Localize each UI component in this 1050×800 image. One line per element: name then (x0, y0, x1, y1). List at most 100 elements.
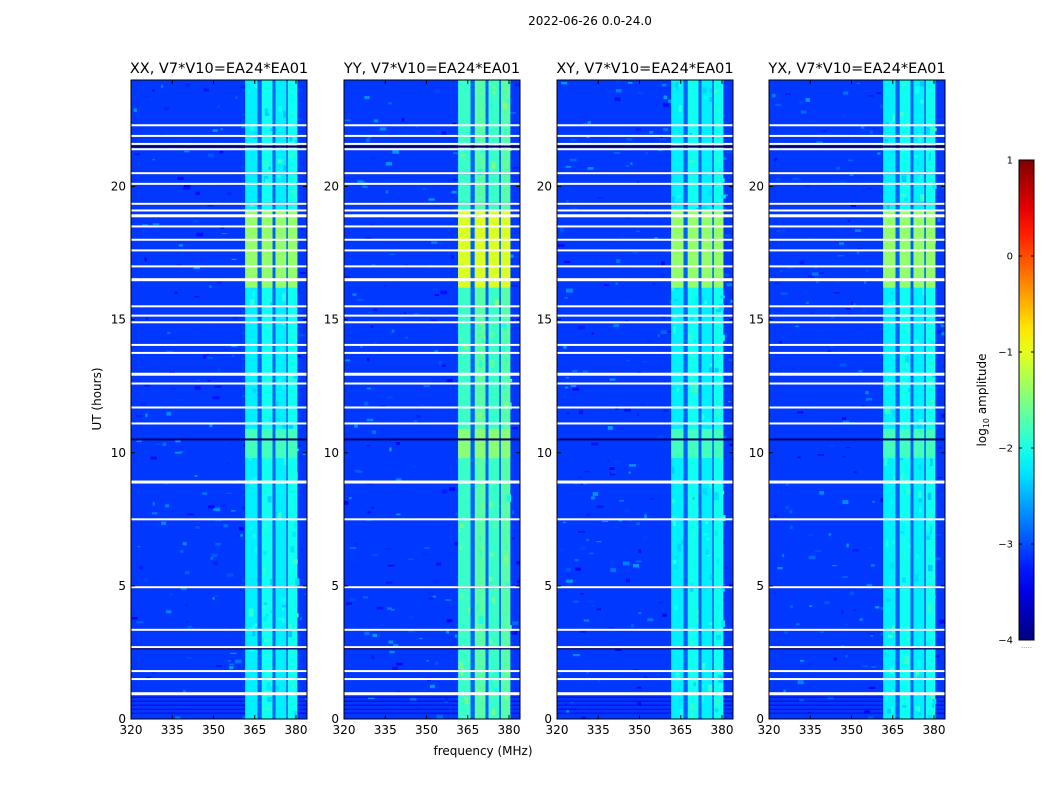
noise-cell (196, 232, 204, 237)
noise-cell (392, 150, 399, 154)
rfi-bright-block (883, 210, 896, 288)
noise-cell (861, 97, 868, 102)
blank-row (344, 148, 520, 151)
noise-cell (414, 705, 422, 709)
rfi-speckle (913, 339, 919, 346)
rfi-speckle (270, 293, 273, 297)
noise-cell (145, 317, 148, 321)
blank-row (557, 209, 733, 212)
noise-cell (640, 403, 645, 406)
rfi-speckle (264, 108, 270, 116)
noise-cell (572, 369, 578, 373)
rfi-speckle (917, 660, 921, 668)
rfi-speckle (716, 108, 720, 112)
noise-cell (592, 604, 595, 607)
blank-row (131, 265, 307, 268)
noise-cell (427, 591, 434, 595)
rfi-speckle (262, 616, 268, 622)
rfi-speckle (277, 159, 283, 164)
noise-cell (346, 602, 352, 606)
rfi-speckle (281, 679, 286, 686)
blank-row (769, 209, 945, 212)
noise-cell (432, 288, 438, 291)
noise-cell (366, 387, 371, 390)
noise-cell (593, 259, 599, 264)
rfi-speckle (464, 148, 469, 157)
rfi-speckle (475, 483, 478, 489)
rfi-speckle (291, 88, 294, 94)
rfi-speckle (926, 319, 931, 324)
rfi-speckle (476, 688, 480, 692)
rfi-speckle (673, 560, 677, 565)
rfi-speckle (890, 147, 896, 154)
noise-cell (580, 593, 584, 595)
noise-cell (229, 652, 237, 655)
blank-row (557, 238, 733, 241)
x-tick-label: 350 (628, 723, 651, 737)
noise-row (557, 712, 733, 714)
rfi-bright-block (275, 210, 287, 288)
noise-cell (645, 212, 649, 215)
noise-cell (455, 535, 461, 537)
noise-cell (451, 255, 454, 259)
noise-row (769, 700, 945, 702)
noise-cell (869, 130, 873, 134)
rfi-speckle (695, 507, 701, 512)
noise-cell (349, 547, 357, 549)
noise-cell (880, 633, 884, 636)
blank-row (557, 382, 733, 385)
rfi-speckle (253, 315, 259, 319)
rfi-speckle (489, 81, 492, 87)
y-tick-label: 15 (324, 313, 339, 327)
noise-cell (300, 228, 304, 231)
noise-cell (193, 266, 200, 270)
noise-cell (587, 120, 591, 125)
noise-cell (353, 564, 361, 568)
rfi-speckle (676, 195, 682, 199)
blank-row (557, 305, 733, 308)
rfi-speckle (927, 378, 932, 387)
noise-cell (177, 399, 184, 401)
rfi-speckle (702, 206, 708, 213)
noise-cell (845, 654, 848, 658)
noise-row (557, 696, 733, 698)
noise-row (131, 696, 307, 698)
noise-cell (364, 96, 370, 100)
noise-cell (778, 341, 783, 344)
rfi-speckle (281, 617, 286, 623)
noise-cell (379, 405, 387, 408)
rfi-speckle (905, 369, 908, 374)
rfi-speckle (504, 402, 510, 407)
rfi-speckle (458, 593, 464, 599)
rfi-speckle (278, 128, 282, 131)
noise-cell (782, 553, 785, 558)
rfi-bright-block (287, 428, 298, 459)
rfi-speckle (671, 466, 675, 474)
rfi-speckle (483, 103, 487, 107)
noise-cell (389, 650, 395, 654)
noise-row (131, 712, 307, 714)
rfi-speckle (918, 507, 922, 513)
rfi-band (913, 80, 925, 719)
noise-cell (610, 472, 616, 476)
rfi-speckle (914, 574, 919, 582)
rfi-speckle (278, 199, 281, 205)
noise-cell (385, 547, 393, 550)
blank-row (557, 202, 733, 205)
noise-cell (154, 587, 160, 591)
rfi-band (287, 80, 298, 719)
y-tick-label: 0 (331, 712, 339, 726)
blank-row (344, 382, 520, 385)
noise-cell (165, 610, 172, 614)
rfi-speckle (908, 544, 914, 549)
colorbar-tick-label: 1 (1007, 156, 1013, 167)
blank-row (769, 518, 945, 521)
rfi-speckle (915, 670, 920, 679)
noise-cell (625, 578, 630, 583)
rfi-speckle (692, 532, 696, 537)
colorbar-under-label: ..... (1021, 642, 1032, 650)
noise-cell (668, 99, 673, 103)
noise-cell (615, 88, 622, 93)
noise-cell (840, 138, 844, 140)
rfi-speckle (905, 489, 911, 494)
